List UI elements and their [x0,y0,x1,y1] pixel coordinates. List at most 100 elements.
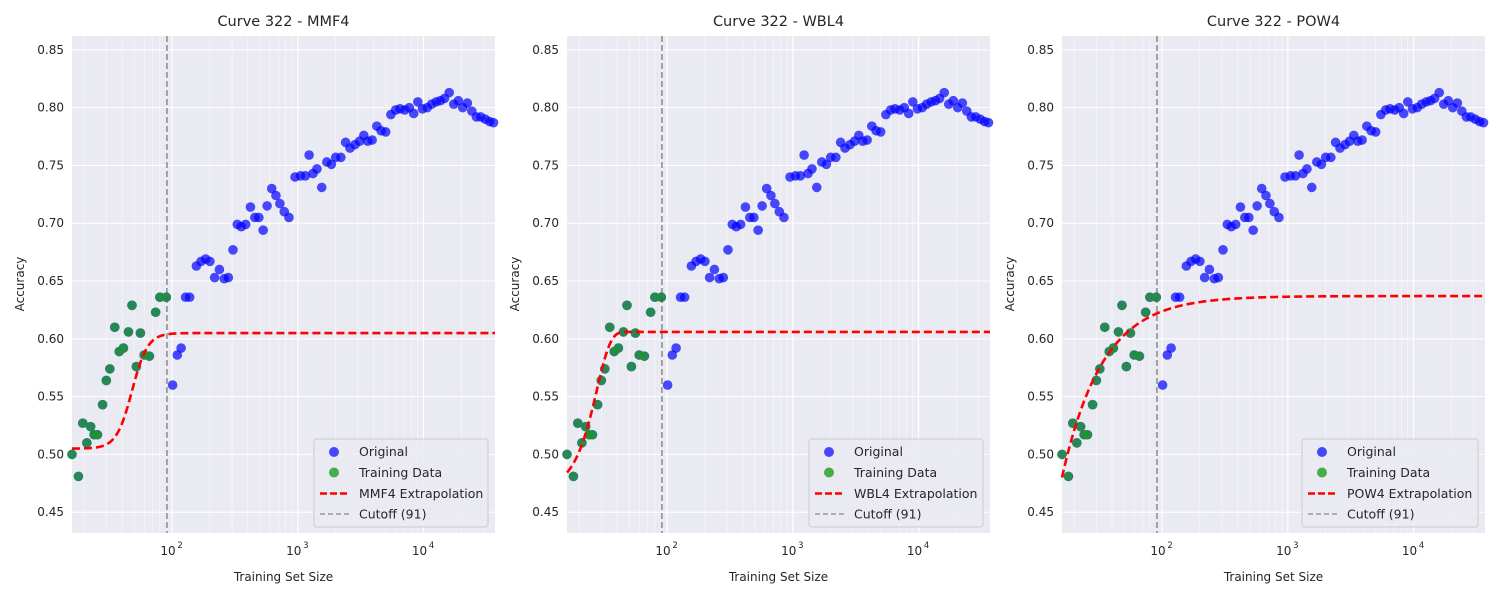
x-tick-exponent: 3 [303,541,308,551]
legend: Original Training Data MMF4 Extrapolatio… [313,438,489,528]
legend-training-label: Training Data [853,465,937,480]
legend: Original Training Data WBL4 Extrapolatio… [808,438,984,528]
y-tick-label: 0.45 [532,505,559,519]
legend-original-label: Original [1347,444,1396,459]
original-point [709,264,720,275]
original-point [258,225,268,235]
original-point [336,152,346,163]
extrapolation-curve-layer [71,331,495,450]
legend-original-marker [329,447,339,457]
original-point [1294,150,1304,160]
original-point [1213,272,1224,283]
original-point [316,182,327,193]
original-point [671,343,681,353]
legend-frame [1301,438,1479,528]
legend-original-marker [1317,447,1327,457]
y-tick-label: 0.55 [532,390,559,404]
extrapolation-curve [1060,294,1485,478]
x-tick-exponent: 4 [429,541,434,551]
y-tick-label: 0.45 [37,505,64,519]
y-tick-label: 0.65 [37,274,64,288]
training-points [1057,292,1162,482]
legend: Original Training Data POW4 Extrapolatio… [1301,438,1479,528]
original-point [1261,190,1271,201]
original-point [939,87,950,98]
original-point [704,272,715,283]
original-point [908,97,918,107]
training-point [78,418,88,428]
original-point [462,98,473,108]
training-point [73,471,84,482]
original-point [326,159,337,170]
training-point [109,322,120,333]
chart-panel-mmf4: 0.450.500.550.600.650.700.750.800.85 10 2… [13,14,499,584]
original-point [488,117,499,128]
original-point [1478,117,1489,128]
y-axis-label: Accuracy [13,257,27,312]
x-tick-label: 10 [412,544,427,558]
original-point [380,127,391,137]
legend-original-marker [824,447,834,457]
training-point [1140,307,1151,318]
y-tick-label: 0.65 [532,274,559,288]
original-point [1265,198,1275,209]
legend-training-marker [1317,467,1327,478]
x-axis-label: Training Set Size [1223,570,1323,584]
training-point [101,375,112,386]
original-point [245,202,256,212]
training-point [135,328,146,338]
original-point [184,292,195,303]
training-point [618,327,629,337]
y-tick-label: 0.50 [1027,447,1054,461]
legend-training-label: Training Data [358,465,442,480]
y-tick-label: 0.80 [1027,101,1054,115]
training-point [144,351,155,361]
original-point [209,272,220,283]
training-point [1113,327,1124,337]
training-point [1063,471,1074,482]
original-point [1218,245,1228,255]
y-tick-label: 0.45 [1027,505,1054,519]
x-tick-labels: 10 2 10 3 10 4 [1150,541,1424,558]
original-point [275,198,285,209]
original-point [1230,219,1241,230]
original-point [1443,95,1454,106]
legend-training-label: Training Data [1346,465,1430,480]
legend-cutoff-label: Cutoff (91) [359,507,426,522]
x-tick-labels: 10 2 10 3 10 4 [655,541,929,558]
x-tick-label: 10 [286,544,301,558]
original-point [1252,201,1262,211]
original-point [983,117,994,128]
training-point [82,438,92,448]
original-point [875,127,886,137]
training-point [1057,449,1067,460]
training-point [639,351,650,361]
original-point [831,152,841,163]
chart-panel-wbl4: 0.450.500.550.600.650.700.750.800.85 10 2… [508,14,994,584]
x-tick-exponent: 2 [1167,541,1172,551]
original-point [903,108,914,119]
training-point [573,418,583,428]
y-tick-label: 0.70 [1027,216,1054,230]
legend-cutoff-label: Cutoff (91) [1347,507,1414,522]
x-tick-exponent: 2 [672,541,677,551]
original-point [408,108,419,119]
original-point [779,212,789,223]
training-point [161,292,172,303]
legend-extrapolation-label: WBL4 Extrapolation [854,486,977,501]
training-points [67,292,172,482]
y-tick-labels: 0.45 0.50 0.55 0.60 0.65 0.70 0.75 0.80 0.85 [532,43,559,519]
training-point [604,322,615,333]
original-point [271,190,281,201]
x-tick-exponent: 3 [798,541,803,551]
original-point [167,380,178,390]
training-point [613,343,624,353]
chart-title: Curve 322 - MMF4 [217,14,349,30]
original-point [807,164,817,174]
training-point [1099,322,1110,333]
x-tick-label: 10 [160,544,175,558]
original-point [444,87,455,98]
original-point [821,159,832,170]
original-point [1274,212,1284,223]
